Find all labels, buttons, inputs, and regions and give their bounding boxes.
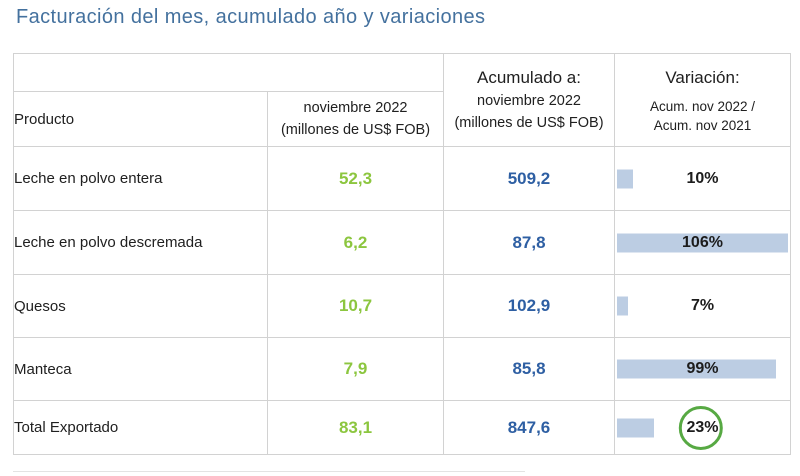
accumulated-value: 85,8 — [443, 337, 615, 401]
month-value: 7,9 — [267, 337, 444, 401]
header-row-top: Acumulado a: noviembre 2022 (millones de… — [13, 53, 791, 147]
variation-bar — [617, 296, 628, 316]
table-row: Leche en polvo descremada 6,2 87,8 106% — [13, 210, 791, 275]
accumulated-value: 509,2 — [443, 146, 615, 211]
product-name: Manteca — [13, 337, 268, 401]
export-billing-table: Acumulado a: noviembre 2022 (millones de… — [13, 53, 791, 455]
variation-cell: 7% — [614, 274, 791, 338]
accumulated-header-title: Acumulado a: — [477, 68, 581, 87]
variation-bar — [617, 359, 776, 379]
variation-value: 106% — [682, 233, 723, 251]
table-row: Manteca 7,9 85,8 99% — [13, 337, 791, 401]
variation-bar — [617, 169, 633, 188]
variation-header-title: Variación: — [665, 67, 740, 87]
product-name: Leche en polvo descremada — [13, 210, 268, 275]
accumulated-header-unit: (millones de US$ FOB) — [454, 115, 604, 131]
table-row: Quesos 10,7 102,9 7% — [13, 274, 791, 338]
month-header-unit: (millones de US$ FOB) — [280, 122, 431, 138]
page-title: Facturación del mes, acumulado año y var… — [16, 6, 486, 28]
divider-line — [13, 471, 525, 472]
variation-header-numerator: Acum. nov 2022 / — [649, 98, 756, 114]
month-value: 83,1 — [267, 400, 444, 455]
header-accumulated: Acumulado a: noviembre 2022 (millones de… — [443, 53, 615, 147]
header-empty-cell — [13, 53, 444, 92]
product-name: Leche en polvo entera — [13, 146, 268, 211]
accumulated-value: 102,9 — [443, 274, 615, 338]
product-name: Total Exportado — [13, 400, 268, 455]
variation-value: 10% — [686, 169, 719, 187]
variation-cell: 99% — [614, 337, 791, 401]
header-product: Producto — [13, 91, 268, 147]
month-value: 6,2 — [267, 210, 444, 275]
table-row: Leche en polvo entera 52,3 509,2 10% — [13, 146, 791, 211]
variation-cell: 23% — [614, 400, 791, 455]
variation-cell: 10% — [614, 146, 791, 211]
header-month: noviembre 2022 (millones de US$ FOB) — [267, 91, 444, 147]
month-value: 10,7 — [267, 274, 444, 338]
table-row-total: Total Exportado 83,1 847,6 23% — [13, 400, 791, 455]
variation-value: 23% — [686, 418, 719, 436]
accumulated-header-period: noviembre 2022 — [477, 93, 581, 109]
variation-cell: 106% — [614, 210, 791, 275]
variation-header-denominator: Acum. nov 2021 — [653, 117, 752, 133]
header-variation: Variación: Acum. nov 2022 / Acum. nov 20… — [614, 53, 791, 147]
variation-bar — [617, 233, 788, 252]
accumulated-value: 847,6 — [443, 400, 615, 455]
variation-value: 7% — [690, 297, 715, 314]
header-row-bottom: Producto noviembre 2022 (millones de US$… — [13, 91, 791, 147]
spacer — [615, 90, 790, 97]
variation-bar — [617, 418, 654, 437]
variation-value: 99% — [686, 360, 719, 377]
month-header-period: noviembre 2022 — [303, 100, 408, 116]
accumulated-value: 87,8 — [443, 210, 615, 275]
month-value: 52,3 — [267, 146, 444, 211]
product-name: Quesos — [13, 274, 268, 338]
